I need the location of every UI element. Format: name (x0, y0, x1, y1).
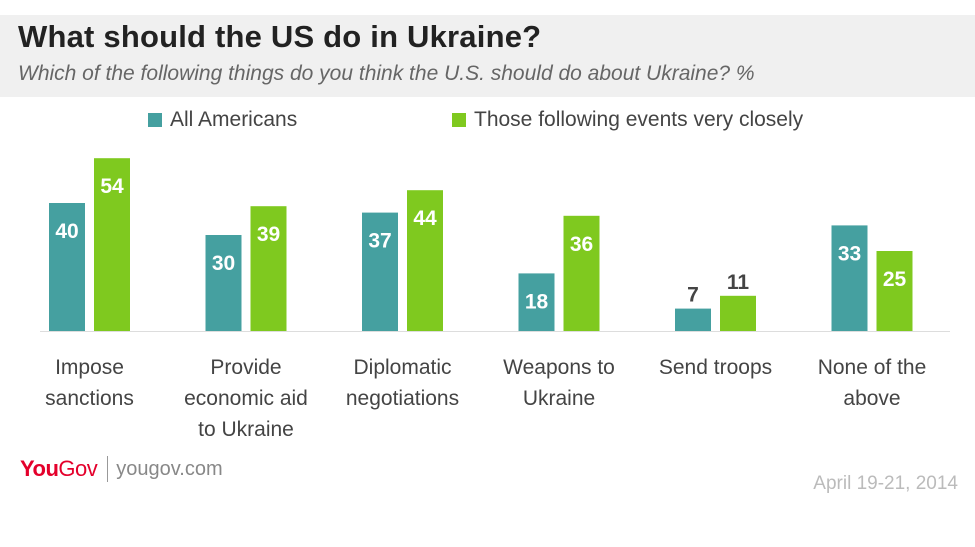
chart-subtitle: Which of the following things do you thi… (18, 62, 755, 85)
data-label-all-americans-0: 40 (55, 220, 78, 243)
data-label-following-closely-0: 54 (100, 175, 124, 198)
bar-all-americans-5 (831, 225, 868, 331)
bar-all-americans-1 (205, 235, 242, 331)
data-label-following-closely-3: 36 (570, 233, 593, 256)
category-label-0: Impose sanctions (45, 356, 134, 410)
logo-you-text: You (20, 456, 59, 481)
logo-gov-text: Gov (58, 456, 98, 481)
legend-item-all-americans: All Americans (148, 108, 297, 132)
data-label-all-americans-1: 30 (212, 252, 235, 275)
bar-all-americans-3 (518, 273, 555, 331)
chart-legend: All Americans Those following events ver… (0, 108, 975, 140)
data-label-following-closely-1: 39 (257, 223, 280, 246)
bar-all-americans-4 (675, 308, 711, 331)
chart-header: What should the US do in Ukraine? Which … (0, 15, 975, 97)
bar-following-closely-3 (563, 215, 600, 331)
data-label-following-closely-2: 44 (413, 207, 437, 230)
legend-swatch-following-closely (452, 113, 466, 127)
data-label-following-closely-5: 25 (883, 268, 907, 291)
data-label-all-americans-4: 7 (687, 284, 699, 307)
bar-following-closely-4 (720, 295, 756, 331)
legend-item-following-closely: Those following events very closely (452, 108, 803, 132)
bar-chart: 40 54 Impose sanctions 30 39 Provide economic a… (40, 158, 950, 440)
bar-all-americans-2 (362, 212, 398, 331)
category-label-2: Diplomatic negotiations (346, 356, 459, 410)
bar-all-americans-0 (49, 203, 85, 331)
category-label-1: Provide economic aid to Ukraine (184, 356, 308, 440)
legend-label-all-americans: All Americans (170, 108, 298, 131)
bar-following-closely-0 (94, 158, 130, 331)
bar-following-closely-2 (407, 190, 443, 331)
legend-swatch-all-americans (148, 113, 162, 127)
yougov-logo: You Gov yougov.com (20, 456, 223, 482)
category-label-5: None of the above (818, 356, 927, 410)
data-label-all-americans-2: 37 (368, 230, 391, 253)
chart-title: What should the US do in Ukraine? (18, 19, 542, 54)
survey-date: April 19-21, 2014 (813, 473, 958, 494)
category-label-3: Weapons to Ukraine (503, 356, 615, 410)
logo-divider (107, 456, 109, 482)
category-label-4: Send troops (659, 356, 772, 379)
site-url: yougov.com (116, 457, 223, 480)
data-label-following-closely-4: 11 (727, 271, 750, 294)
legend-label-following-closely: Those following events very closely (474, 108, 804, 131)
bar-following-closely-5 (876, 251, 913, 331)
data-label-all-americans-5: 33 (838, 242, 861, 265)
bar-following-closely-1 (250, 206, 287, 331)
data-label-all-americans-3: 18 (525, 290, 549, 313)
